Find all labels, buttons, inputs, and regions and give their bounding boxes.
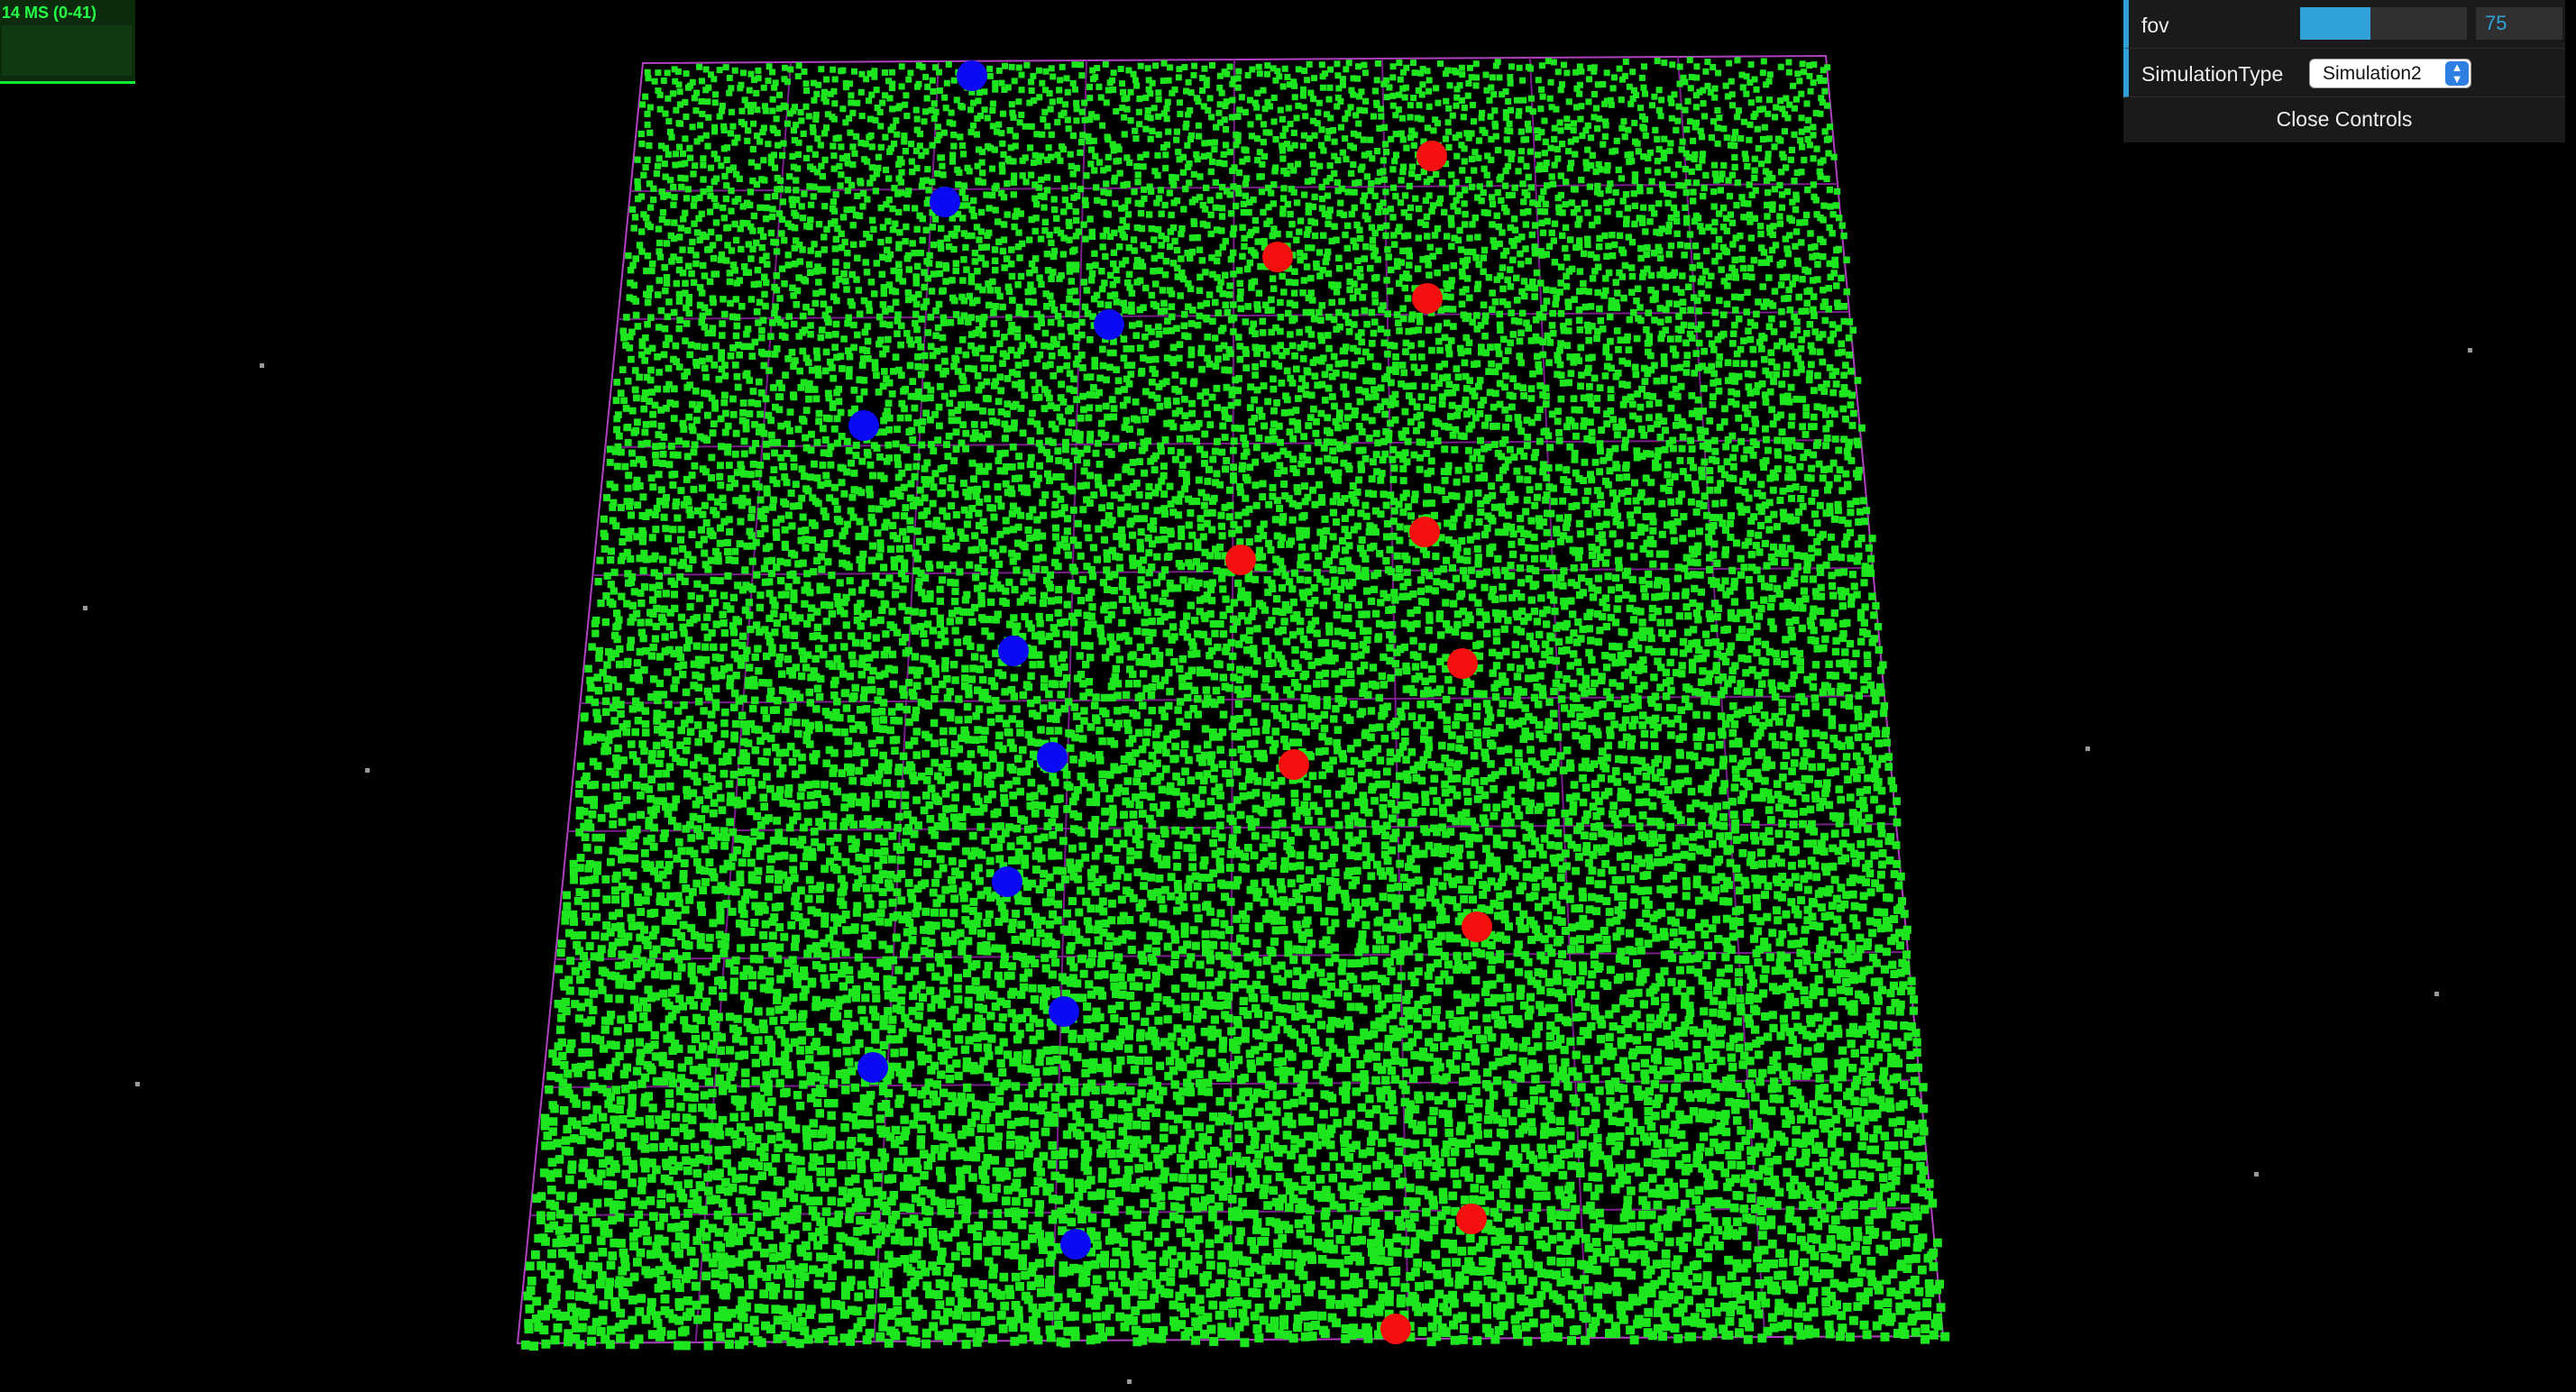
controls-panel: fov 75 SimulationType Simulation2 ▲ ▼ Clo… — [2123, 0, 2565, 142]
red-agent — [1456, 1204, 1487, 1234]
star — [2086, 746, 2090, 751]
star — [2434, 992, 2439, 996]
simulation-type-control: SimulationType Simulation2 ▲ ▼ — [2123, 49, 2565, 97]
red-agent — [1279, 749, 1309, 780]
blue-agent — [848, 410, 879, 441]
star — [83, 606, 87, 610]
star — [1127, 1379, 1132, 1384]
star — [2254, 1172, 2259, 1177]
star — [260, 363, 264, 368]
blue-agent — [957, 60, 987, 91]
red-agent — [1380, 1314, 1411, 1344]
stats-panel[interactable]: 14 MS (0-41) — [0, 0, 135, 84]
select-arrows-icon: ▲ ▼ — [2445, 61, 2469, 86]
blue-agent — [992, 866, 1022, 897]
blue-agent — [1060, 1229, 1091, 1259]
red-agent — [1225, 545, 1256, 575]
particles — [521, 57, 1950, 1351]
red-agent — [1416, 141, 1447, 171]
blue-agent — [1049, 996, 1079, 1027]
red-agent — [1447, 648, 1478, 679]
simulation-type-select[interactable]: Simulation2 ▲ ▼ — [2309, 59, 2471, 88]
red-agent — [1412, 283, 1443, 314]
star — [135, 1082, 140, 1086]
blue-agent — [930, 187, 960, 217]
blue-agent — [1094, 309, 1124, 340]
blue-agent — [857, 1052, 888, 1083]
fov-label: fov — [2141, 14, 2169, 37]
fov-input[interactable]: 75 — [2476, 7, 2562, 40]
star — [2468, 348, 2472, 353]
star — [365, 768, 370, 773]
frame-time-label: 14 MS (0-41) — [2, 4, 97, 22]
red-agent — [1462, 911, 1492, 942]
blue-agent — [998, 636, 1029, 666]
frame-time-graph — [2, 25, 132, 76]
red-agent — [1262, 242, 1293, 272]
particle-field — [521, 57, 1950, 1351]
agents-layer — [848, 60, 1492, 1344]
close-controls-button[interactable]: Close Controls — [2276, 107, 2413, 131]
fov-slider-fill — [2300, 7, 2370, 40]
fov-control: fov 75 — [2123, 0, 2565, 49]
simulation-type-selected: Simulation2 — [2323, 63, 2422, 84]
red-agent — [1409, 517, 1440, 547]
simulation-type-label: SimulationType — [2141, 62, 2284, 86]
blue-agent — [1037, 742, 1068, 773]
fov-slider[interactable] — [2300, 7, 2467, 40]
